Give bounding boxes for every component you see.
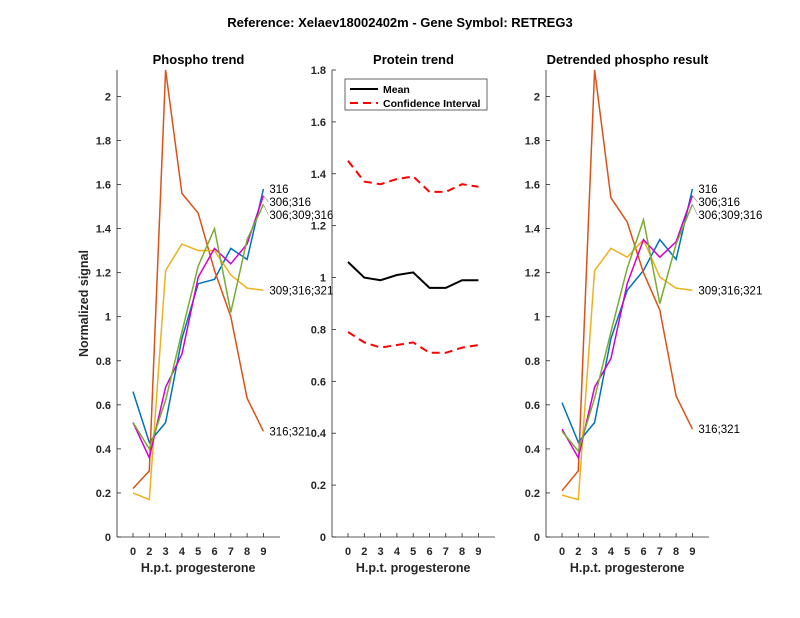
y-tick-label: 0.4 — [96, 444, 112, 456]
y-tick-label: 1.6 — [311, 117, 326, 129]
y-tick-label: 0 — [105, 532, 111, 544]
y-tick-label: 0.8 — [311, 324, 326, 336]
y-tick-label: 1.6 — [96, 180, 111, 192]
figure-title: Reference: Xelaev18002402m - Gene Symbol… — [227, 15, 572, 30]
y-tick-label: 1.8 — [525, 135, 540, 147]
panel-title: Protein trend — [373, 52, 454, 67]
x-tick-label: 6 — [640, 546, 646, 558]
panel-title: Detrended phospho result — [547, 52, 709, 67]
series-line-mean — [347, 261, 479, 289]
y-tick-label: 1 — [534, 312, 540, 324]
y-tick-label: 0.8 — [96, 356, 111, 368]
y-tick-label: 0.6 — [311, 376, 326, 388]
series-line-316-321 — [561, 69, 694, 492]
series-end-label: 316;321 — [698, 424, 740, 436]
y-tick-label: 1 — [105, 312, 111, 324]
panel-1: Phospho trend 0 0.2 0.4 0.6 0.8 1 1.2 1.4 1.6 1.8 2… — [77, 52, 333, 575]
series-end-label: 309;316;321 — [698, 285, 762, 297]
x-tick-label: 4 — [608, 546, 615, 558]
y-tick-label: 1.4 — [525, 224, 541, 236]
y-tick-label: 1.8 — [311, 65, 326, 77]
label-leader — [692, 204, 698, 216]
x-tick-label: 8 — [459, 546, 465, 558]
x-axis-label: H.p.t. progesterone — [141, 561, 256, 575]
x-tick-label: 0 — [345, 546, 351, 558]
y-tick-label: 1.8 — [96, 135, 111, 147]
series-line-306-316 — [132, 195, 265, 460]
x-tick-label: 4 — [394, 546, 401, 558]
y-tick-label: 0.2 — [96, 488, 111, 500]
y-tick-label: 0.8 — [525, 356, 540, 368]
series-line-309-316-321 — [561, 238, 693, 501]
panel-title: Phospho trend — [153, 52, 245, 67]
y-tick-label: 1.4 — [96, 224, 112, 236]
x-tick-label: 4 — [179, 546, 186, 558]
label-leader — [692, 195, 698, 203]
label-leader — [263, 195, 269, 203]
series-line-306-309-316 — [561, 204, 694, 453]
series-line-306-316 — [561, 195, 694, 460]
x-tick-label: 9 — [689, 546, 695, 558]
y-tick-label: 0.4 — [525, 444, 541, 456]
x-tick-label: 8 — [673, 546, 679, 558]
x-tick-label: 9 — [475, 546, 481, 558]
series-end-label: 309;316;321 — [269, 285, 333, 297]
legend: Mean Confidence Interval — [344, 78, 488, 111]
x-tick-label: 6 — [211, 546, 217, 558]
x-tick-label: 3 — [592, 546, 598, 558]
x-tick-label: 5 — [624, 546, 630, 558]
y-tick-label: 0 — [534, 532, 540, 544]
y-tick-label: 1.2 — [96, 268, 111, 280]
x-tick-label: 5 — [410, 546, 416, 558]
x-tick-label: 7 — [657, 546, 663, 558]
y-tick-label: 1.4 — [311, 169, 327, 181]
x-tick-label: 3 — [378, 546, 384, 558]
x-tick-label: 0 — [559, 546, 565, 558]
x-tick-label: 7 — [443, 546, 449, 558]
y-tick-label: 0.2 — [311, 480, 326, 492]
y-tick-label: 2 — [534, 91, 540, 103]
y-tick-label: 0 — [320, 532, 326, 544]
legend-label-ci: Confidence Interval — [383, 98, 481, 110]
panels: Phospho trend 0 0.2 0.4 0.6 0.8 1 1.2 1.4 1.6 1.8 2… — [77, 52, 762, 575]
legend-label-mean: Mean — [383, 84, 410, 96]
x-tick-label: 7 — [228, 546, 234, 558]
y-axis-label: Normalized signal — [77, 250, 91, 357]
y-tick-label: 1 — [320, 273, 326, 285]
x-tick-label: 9 — [260, 546, 266, 558]
x-axis-label: H.p.t. progesterone — [570, 561, 685, 575]
x-tick-label: 8 — [244, 546, 250, 558]
y-tick-label: 0.6 — [525, 400, 540, 412]
x-tick-label: 2 — [146, 546, 152, 558]
x-axis-label: H.p.t. progesterone — [356, 561, 471, 575]
y-tick-label: 0.6 — [96, 400, 111, 412]
series-end-label: 316 — [698, 184, 717, 196]
label-leader — [263, 204, 269, 216]
x-tick-label: 3 — [163, 546, 169, 558]
y-tick-label: 1.6 — [525, 180, 540, 192]
series-end-label: 316;321 — [269, 426, 311, 438]
y-tick-label: 0.4 — [311, 428, 327, 440]
x-tick-label: 2 — [575, 546, 581, 558]
y-tick-label: 1.2 — [311, 221, 326, 233]
x-tick-label: 0 — [130, 546, 136, 558]
series-line-309-316-321 — [132, 243, 264, 501]
series-line-confidence-interval — [347, 160, 479, 193]
series-end-label: 306;309;316 — [269, 210, 333, 222]
series-end-label: 306;316 — [698, 197, 740, 209]
series-line-306-309-316 — [132, 204, 265, 451]
panel-3: Detrended phospho result 0 0.2 0.4 0.6 0.8 1 1.… — [525, 52, 763, 575]
x-tick-label: 2 — [361, 546, 367, 558]
series-end-label: 306;316 — [269, 197, 311, 209]
x-tick-label: 6 — [426, 546, 432, 558]
series-end-label: 306;309;316 — [698, 210, 762, 222]
legend-box — [344, 78, 488, 111]
x-tick-label: 5 — [195, 546, 201, 558]
y-tick-label: 2 — [105, 91, 111, 103]
y-tick-label: 0.2 — [525, 488, 540, 500]
panel-2: Protein trend 0 0.2 0.4 0.6 0.8 1 1.2 1.4 1.6 1.8 0… — [311, 52, 495, 575]
series-end-label: 316 — [269, 184, 288, 196]
y-tick-label: 1.2 — [525, 268, 540, 280]
